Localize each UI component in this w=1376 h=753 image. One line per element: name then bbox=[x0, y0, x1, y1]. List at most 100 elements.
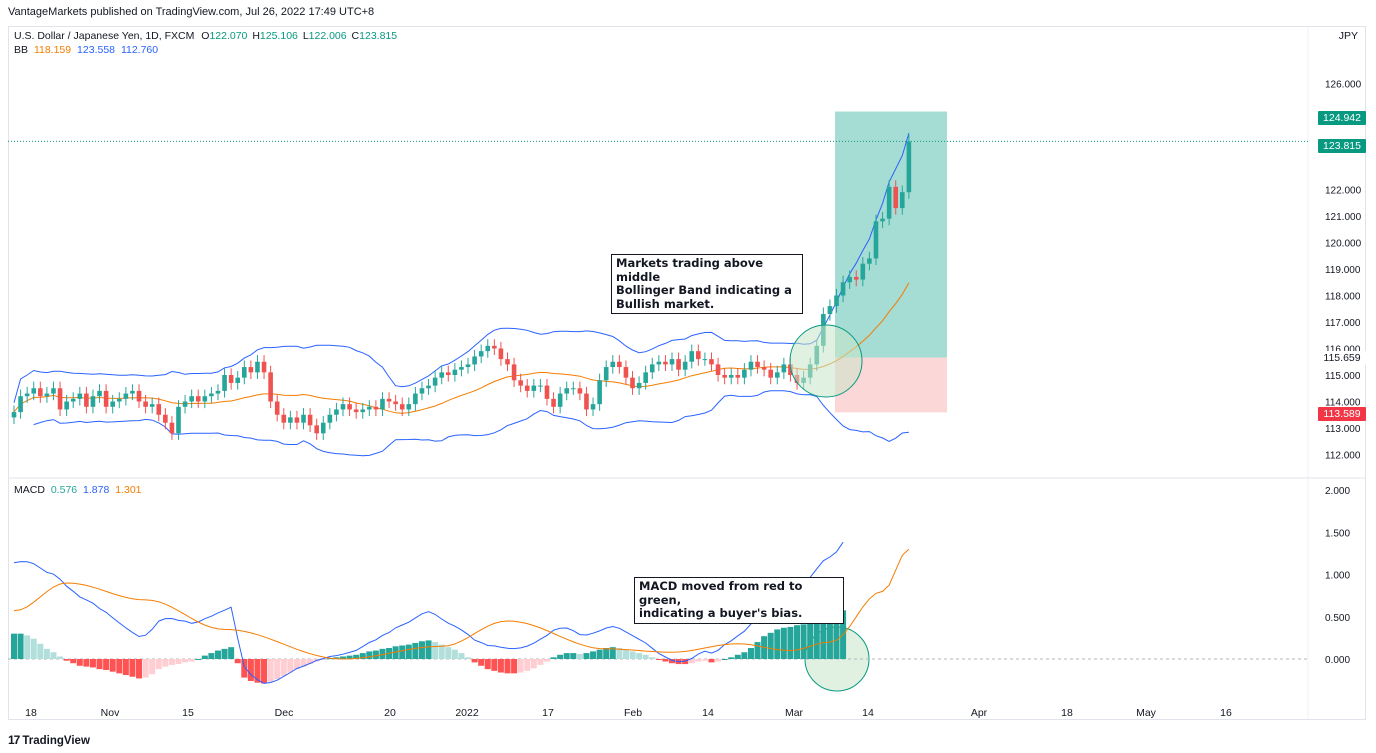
macd-histogram-bar bbox=[576, 653, 583, 659]
x-tick-label: 2022 bbox=[455, 707, 479, 719]
candle-body bbox=[393, 401, 398, 405]
candle-body bbox=[116, 398, 122, 402]
candle-body bbox=[735, 375, 741, 378]
macd-histogram-bar bbox=[701, 659, 708, 661]
macd-histogram-bar bbox=[399, 645, 406, 659]
candle-body bbox=[248, 367, 254, 373]
candle-body bbox=[215, 390, 221, 394]
candle-body bbox=[380, 398, 385, 410]
candle-body bbox=[478, 351, 484, 357]
candle-body bbox=[367, 406, 372, 410]
bb-lower-band bbox=[33, 390, 909, 457]
candle-body bbox=[44, 393, 50, 397]
macd-legend[interactable]: MACD 0.576 1.878 1.301 bbox=[14, 484, 142, 496]
candle-body bbox=[867, 258, 872, 264]
macd-histogram-bar bbox=[208, 653, 215, 659]
candle-body bbox=[663, 361, 668, 365]
macd-histogram-bar bbox=[669, 659, 675, 664]
macd-histogram-bar bbox=[688, 659, 695, 664]
macd-histogram-bar bbox=[182, 659, 189, 663]
macd-histogram-bar bbox=[228, 647, 235, 659]
macd-histogram-bar bbox=[563, 653, 570, 659]
candle-body bbox=[38, 388, 43, 397]
macd-histogram-bar bbox=[195, 659, 202, 660]
candle-body bbox=[761, 367, 767, 370]
ohlc-low: 122.006 bbox=[308, 30, 347, 42]
macd-histogram-bar bbox=[293, 659, 300, 670]
candle-body bbox=[728, 375, 734, 378]
tradingview-logo[interactable]: 17 TradingView bbox=[8, 733, 90, 747]
candle-body bbox=[465, 364, 471, 368]
bb-legend[interactable]: BB 118.159 123.558 112.760 bbox=[14, 44, 158, 56]
candle-body bbox=[518, 380, 523, 386]
symbol-legend[interactable]: U.S. Dollar / Japanese Yen, 1D, FXCM O12… bbox=[14, 30, 397, 42]
x-tick-label: May bbox=[1136, 707, 1157, 719]
candle-body bbox=[228, 375, 234, 383]
macd-histogram-bar bbox=[379, 648, 386, 659]
candle-body bbox=[900, 192, 905, 209]
candle-body bbox=[485, 345, 491, 352]
x-tick-label: 20 bbox=[384, 707, 396, 719]
candle-body bbox=[788, 364, 793, 375]
macd-signal-value: 1.301 bbox=[115, 484, 142, 496]
macd-histogram-bar bbox=[774, 629, 781, 659]
price-tick-label: 112.000 bbox=[1325, 451, 1361, 462]
macd-histogram-bar bbox=[807, 622, 814, 659]
macd-histogram-bar bbox=[603, 648, 610, 659]
price-tick-label: 118.000 bbox=[1325, 292, 1361, 303]
ohlc-open-label: O bbox=[201, 30, 210, 42]
macd-histogram-bar bbox=[63, 659, 70, 661]
macd-histogram-bar bbox=[728, 657, 735, 659]
x-tick-label: Nov bbox=[101, 707, 120, 719]
macd-histogram-bar bbox=[695, 659, 702, 662]
candle-body bbox=[386, 398, 392, 402]
candle-body bbox=[768, 369, 773, 378]
candle-body bbox=[209, 393, 214, 397]
macd-histogram-bar bbox=[30, 638, 37, 659]
candle-body bbox=[327, 414, 333, 423]
candle-body bbox=[571, 388, 576, 390]
candle-body bbox=[413, 393, 418, 405]
candle-body bbox=[827, 306, 833, 315]
signal-line bbox=[13, 548, 910, 660]
macd-histogram-bar bbox=[642, 654, 649, 659]
macd-histogram-bar bbox=[794, 625, 801, 659]
macd-histogram-bar bbox=[353, 654, 360, 659]
macd-histogram-bar bbox=[557, 654, 564, 659]
candle-body bbox=[90, 396, 96, 407]
price-tick-label: 115.000 bbox=[1325, 371, 1361, 382]
macd-histogram-bar bbox=[491, 659, 498, 671]
macd-histogram-bar bbox=[741, 652, 748, 659]
macd-histogram-bar bbox=[149, 659, 156, 675]
candle-body bbox=[24, 393, 30, 397]
bb-label: BB bbox=[14, 44, 29, 56]
candle-body bbox=[906, 141, 912, 193]
candle-body bbox=[242, 367, 247, 378]
macd-histogram-bar bbox=[96, 659, 103, 670]
macd-histogram-bar bbox=[326, 658, 333, 660]
macd-histogram-bar bbox=[780, 627, 787, 659]
candle-body bbox=[77, 393, 83, 399]
candle-body bbox=[669, 359, 675, 365]
macd-histogram-bar bbox=[550, 657, 557, 659]
stop-price-tag: 113.589 bbox=[1318, 407, 1366, 421]
macd-histogram-bar bbox=[168, 659, 175, 665]
candle-body bbox=[406, 404, 412, 410]
candle-body bbox=[222, 375, 227, 391]
macd-histogram-bar bbox=[590, 651, 597, 659]
price-tick-label: 120.000 bbox=[1325, 239, 1362, 250]
macd-histogram-bar bbox=[155, 659, 162, 670]
candle-body bbox=[498, 348, 504, 360]
candle-body bbox=[163, 414, 168, 423]
candle-body bbox=[755, 361, 760, 368]
macd-histogram-bar bbox=[458, 653, 465, 659]
macd-histogram-bar bbox=[136, 659, 143, 679]
candle-body bbox=[426, 385, 431, 389]
candle-body bbox=[623, 367, 629, 378]
macd-line bbox=[13, 541, 844, 684]
candle-body bbox=[182, 401, 188, 407]
macd-histogram-bar bbox=[254, 659, 261, 683]
candle-body bbox=[840, 282, 846, 296]
macd-tick-label: 2.000 bbox=[1325, 486, 1350, 497]
